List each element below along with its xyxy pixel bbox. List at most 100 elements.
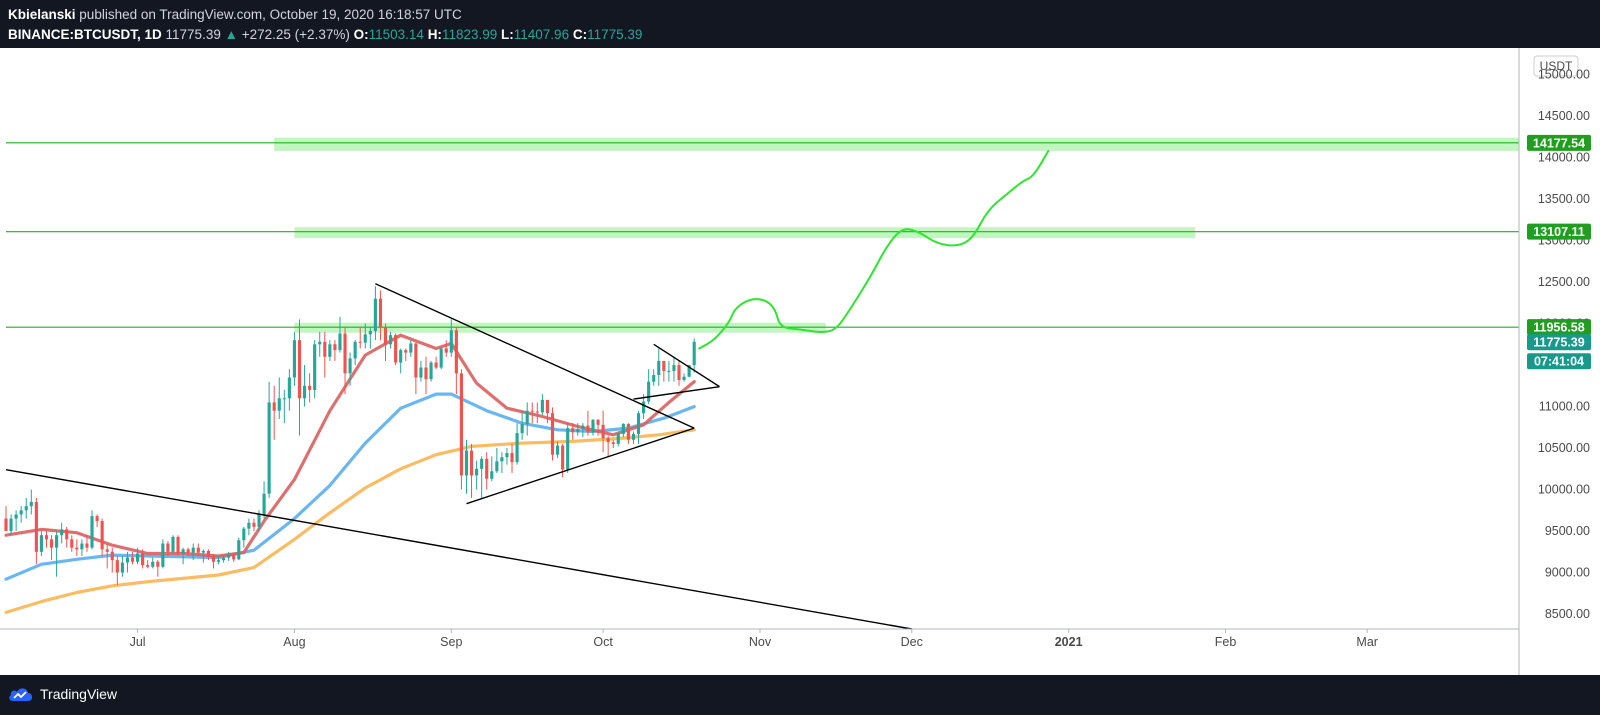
candle bbox=[368, 327, 372, 349]
candle-body bbox=[692, 341, 696, 366]
candle-body bbox=[647, 381, 651, 402]
x-tick-label: Feb bbox=[1215, 635, 1237, 649]
candle-body bbox=[49, 539, 54, 548]
candle bbox=[495, 448, 499, 473]
candle-body bbox=[186, 549, 190, 553]
candle-body bbox=[601, 424, 605, 439]
candle bbox=[338, 316, 342, 353]
candle-body bbox=[115, 560, 119, 573]
candle-body bbox=[24, 506, 28, 511]
last-price: 11775.39 bbox=[165, 27, 221, 42]
candle-body bbox=[125, 557, 130, 563]
candle bbox=[591, 419, 595, 436]
trendline bbox=[5, 468, 912, 630]
level-price-tag-bg bbox=[1527, 223, 1591, 240]
candle bbox=[616, 431, 620, 447]
candle-body bbox=[277, 398, 281, 411]
candle-body bbox=[394, 335, 398, 363]
candle bbox=[469, 443, 474, 498]
candle bbox=[566, 423, 570, 473]
last-price-tag[interactable]: 11775.39 bbox=[1527, 334, 1591, 351]
trendline bbox=[653, 343, 720, 388]
candle-body bbox=[282, 398, 286, 400]
candle-body bbox=[60, 529, 64, 536]
candle-body bbox=[459, 373, 463, 476]
candle bbox=[242, 526, 246, 548]
author-name[interactable]: Kbielanski bbox=[8, 7, 76, 22]
candle bbox=[216, 555, 221, 565]
candle bbox=[232, 554, 236, 562]
candle-body bbox=[318, 341, 322, 345]
candle-body bbox=[596, 419, 600, 425]
candle bbox=[176, 535, 180, 556]
candle bbox=[419, 360, 423, 382]
candle-body bbox=[657, 360, 661, 376]
level-price-tag[interactable]: 13107.11 bbox=[1527, 223, 1591, 240]
candle bbox=[667, 360, 671, 382]
candle-body bbox=[105, 549, 109, 552]
candle-body bbox=[667, 370, 671, 372]
candle-body bbox=[687, 365, 691, 377]
x-tick-layer: Jul Aug Sep Oct Nov Dec 2021 Feb Mar bbox=[130, 629, 1378, 649]
candle bbox=[85, 535, 89, 552]
level-price-tag[interactable]: 11956.58 bbox=[1527, 319, 1591, 336]
candle bbox=[601, 410, 605, 453]
candle bbox=[272, 385, 276, 440]
high-value: 11823.99 bbox=[441, 27, 498, 42]
candle bbox=[586, 410, 590, 436]
candle bbox=[378, 290, 383, 341]
y-tick-label: 12500.00 bbox=[1538, 275, 1590, 289]
candle bbox=[146, 560, 150, 569]
candle bbox=[611, 439, 615, 449]
candle bbox=[505, 448, 509, 465]
candle bbox=[186, 547, 190, 556]
candle bbox=[282, 389, 286, 424]
close-label: C: bbox=[572, 27, 588, 42]
level-price-tag[interactable]: 14177.54 bbox=[1527, 134, 1591, 151]
bar-countdown-tag-bg bbox=[1527, 353, 1591, 370]
candle bbox=[80, 539, 84, 556]
ohlc-legend: BINANCE:BTCUSDT, 1D 11775.39 ▲ +272.25 (… bbox=[8, 25, 642, 45]
candle-body bbox=[682, 376, 686, 380]
candle-body bbox=[454, 330, 458, 374]
candle bbox=[677, 360, 681, 386]
candle-body bbox=[616, 433, 620, 444]
y-tick-label: 11000.00 bbox=[1539, 400, 1590, 414]
candle-body bbox=[65, 529, 69, 540]
open-value: 11503.14 bbox=[368, 27, 424, 42]
price-chart[interactable]: USDT 15000.0014500.0014000.0013500.00130… bbox=[0, 48, 1600, 675]
candle-body bbox=[429, 362, 433, 380]
tradingview-brand[interactable]: TradingView bbox=[8, 686, 117, 702]
candle bbox=[105, 543, 109, 569]
candle-body bbox=[414, 343, 418, 378]
bar-countdown-tag[interactable]: 07:41:04 bbox=[1527, 353, 1591, 370]
candle bbox=[100, 518, 104, 556]
candle bbox=[545, 399, 550, 424]
candle bbox=[515, 423, 519, 465]
candle bbox=[90, 510, 94, 550]
candle bbox=[191, 543, 195, 561]
candle-body bbox=[44, 535, 49, 540]
close-value: 11775.39 bbox=[587, 27, 643, 42]
candle-body bbox=[434, 362, 438, 368]
candle bbox=[363, 323, 367, 349]
x-tick-label: Mar bbox=[1356, 635, 1378, 649]
candle-body bbox=[211, 555, 216, 562]
candle bbox=[662, 360, 666, 382]
ema-long-line bbox=[4, 428, 696, 615]
candle-body bbox=[469, 450, 474, 476]
symbol-label[interactable]: BINANCE:BTCUSDT, 1D bbox=[8, 27, 162, 42]
candle-body bbox=[247, 522, 251, 529]
candle-body bbox=[368, 331, 372, 335]
candle bbox=[115, 555, 119, 586]
chart-area[interactable]: USDT 15000.00 14500.00 14000.00 13500.00 130… bbox=[0, 48, 1600, 675]
candle-body bbox=[545, 399, 550, 414]
candle-body bbox=[29, 502, 33, 507]
candle bbox=[500, 452, 504, 473]
x-tick-label: Dec bbox=[901, 635, 923, 649]
ema-layer bbox=[4, 333, 696, 615]
currency-box[interactable]: USDT bbox=[1533, 55, 1579, 77]
candle-body bbox=[343, 333, 347, 374]
ema-short-line bbox=[4, 333, 696, 558]
level-layer bbox=[6, 142, 1519, 328]
